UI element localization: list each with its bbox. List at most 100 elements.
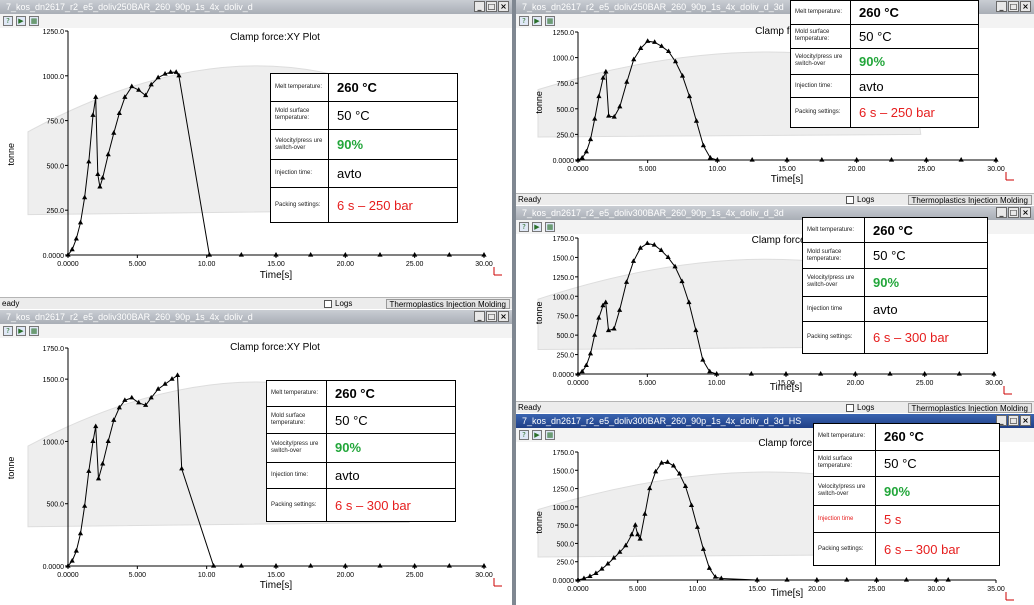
x-tick-label: 10.00 [198,572,216,579]
logs-toggle[interactable]: Logs [846,402,874,413]
data-point [814,577,820,582]
data-point [116,110,122,116]
y-tick-label: 1000.0 [43,439,65,446]
x-tick-label: 0.0000 [567,586,589,593]
select-icon[interactable]: ? [519,430,529,440]
minimize-button[interactable]: _ [474,311,485,322]
y-tick-label: 750.0 [556,314,574,321]
results-icon[interactable]: ▦ [545,222,555,232]
data-point [65,563,71,568]
x-tick-label: 20.00 [847,380,865,387]
y-tick-label: 1500.0 [43,377,65,384]
data-point [818,371,824,376]
x-tick-label: 30.00 [987,166,1005,173]
data-point [706,565,712,570]
animate-icon[interactable]: ▶ [532,430,542,440]
settings-row-pack: Packing settings: 6 s – 300 bar [267,488,455,522]
y-tick-label: 750.0 [556,81,574,88]
x-tick-label: 15.00 [267,572,285,579]
data-point [844,577,850,582]
x-tick-label: 5.000 [129,572,147,579]
window-title-bar[interactable]: 7_kos_dn2617_r2_e5_doliv250BAR_260_90p_1… [0,0,512,14]
data-point [819,157,825,162]
settings-row-pack: Packing settings: 6 s – 300 bar [814,532,999,566]
window-title-bar[interactable]: 7_kos_dn2617_r2_e5_doliv300BAR_260_90p_1… [516,206,1034,220]
x-tick-label: 25.00 [406,261,424,268]
data-point [658,247,664,253]
settings-label: Melt temperature: [271,74,329,101]
minimize-button[interactable]: _ [996,415,1007,426]
settings-label: Velocity/press ure switch-over [814,477,876,506]
settings-label: Velocity/press ure switch-over [267,433,327,462]
data-point [599,566,605,571]
data-point [592,116,598,121]
maximize-button[interactable]: □ [1008,415,1019,426]
results-icon[interactable]: ▦ [545,430,555,440]
select-icon[interactable]: ? [3,16,13,26]
settings-label: Melt temperature: [267,381,327,407]
settings-value: 50 °C [337,107,370,123]
x-tick-label: 0.0000 [57,572,79,579]
data-point [623,542,629,548]
animate-icon[interactable]: ▶ [532,222,542,232]
data-point [903,577,910,582]
y-tick-label: 1250.0 [553,30,575,37]
maximize-button[interactable]: □ [486,311,497,322]
data-point [77,530,84,536]
data-point [617,103,623,109]
logs-checkbox[interactable] [324,299,332,308]
data-point [784,157,790,162]
minimize-button[interactable]: _ [996,1,1007,12]
maximize-button[interactable]: □ [1008,1,1019,12]
logs-checkbox[interactable] [846,403,854,412]
animate-icon[interactable]: ▶ [16,326,26,336]
maximize-button[interactable]: □ [486,1,497,12]
data-point [90,438,96,444]
data-point [446,252,452,257]
results-icon[interactable]: ▦ [29,326,39,336]
data-point [672,263,678,269]
plot-window-4[interactable]: 7_kos_dn2617_r2_e5_doliv300BAR_260_90p_1… [516,206,1034,401]
plot-window-2[interactable]: 7_kos_dn2617_r2_e5_doliv300BAR_260_90p_1… [0,310,512,605]
select-icon[interactable]: ? [519,222,529,232]
window-title-bar[interactable]: 7_kos_dn2617_r2_e5_doliv300BAR_260_90p_1… [0,310,512,324]
data-point [686,93,693,99]
y-tick-label: 1500.0 [553,468,575,475]
close-button[interactable]: × [1020,207,1031,218]
x-tick-label: 15.00 [777,380,795,387]
data-point [122,94,128,99]
minimize-button[interactable]: _ [996,207,1007,218]
minimize-button[interactable]: _ [474,1,485,12]
x-tick-label: 15.00 [778,166,796,173]
close-button[interactable]: × [498,311,509,322]
data-point [873,577,880,582]
data-point [143,92,149,98]
plot-window-3[interactable]: 7_kos_dn2617_r2_e5_doliv250BAR_260_90p_1… [516,0,1034,193]
results-icon[interactable]: ▦ [29,16,39,26]
logs-toggle[interactable]: Logs [846,194,874,205]
settings-value: 5 s [884,511,902,527]
settings-row-vp: Velocity/press ure switch-over 90% [267,432,455,462]
settings-value: avto [335,468,360,484]
select-icon[interactable]: ? [3,326,13,336]
logs-checkbox[interactable] [846,195,854,204]
animate-icon[interactable]: ▶ [16,16,26,26]
logs-toggle[interactable]: Logs [324,298,352,309]
close-button[interactable]: × [1020,415,1031,426]
plot-window-5[interactable]: 7_kos_dn2617_r2_e5_doliv300BAR_260_90p_1… [516,414,1034,605]
animate-icon[interactable]: ▶ [532,16,542,26]
plot-window-1[interactable]: 7_kos_dn2617_r2_e5_doliv250BAR_260_90p_1… [0,0,512,297]
data-point [377,252,383,257]
close-button[interactable]: × [1020,1,1031,12]
data-point [86,158,92,164]
settings-row-vp: Velocity/press ure switch-over 90% [803,267,987,296]
select-icon[interactable]: ? [519,16,529,26]
process-settings-box: Melt temperature: 260 °C Mold surface temp… [266,380,456,522]
close-button[interactable]: × [498,1,509,12]
y-tick-label: 500.0 [556,541,574,548]
results-icon[interactable]: ▦ [545,16,555,26]
y-tick-label: 500.0 [46,163,64,170]
data-point [581,575,587,581]
maximize-button[interactable]: □ [1008,207,1019,218]
y-tick-label: 500.0 [46,502,64,509]
